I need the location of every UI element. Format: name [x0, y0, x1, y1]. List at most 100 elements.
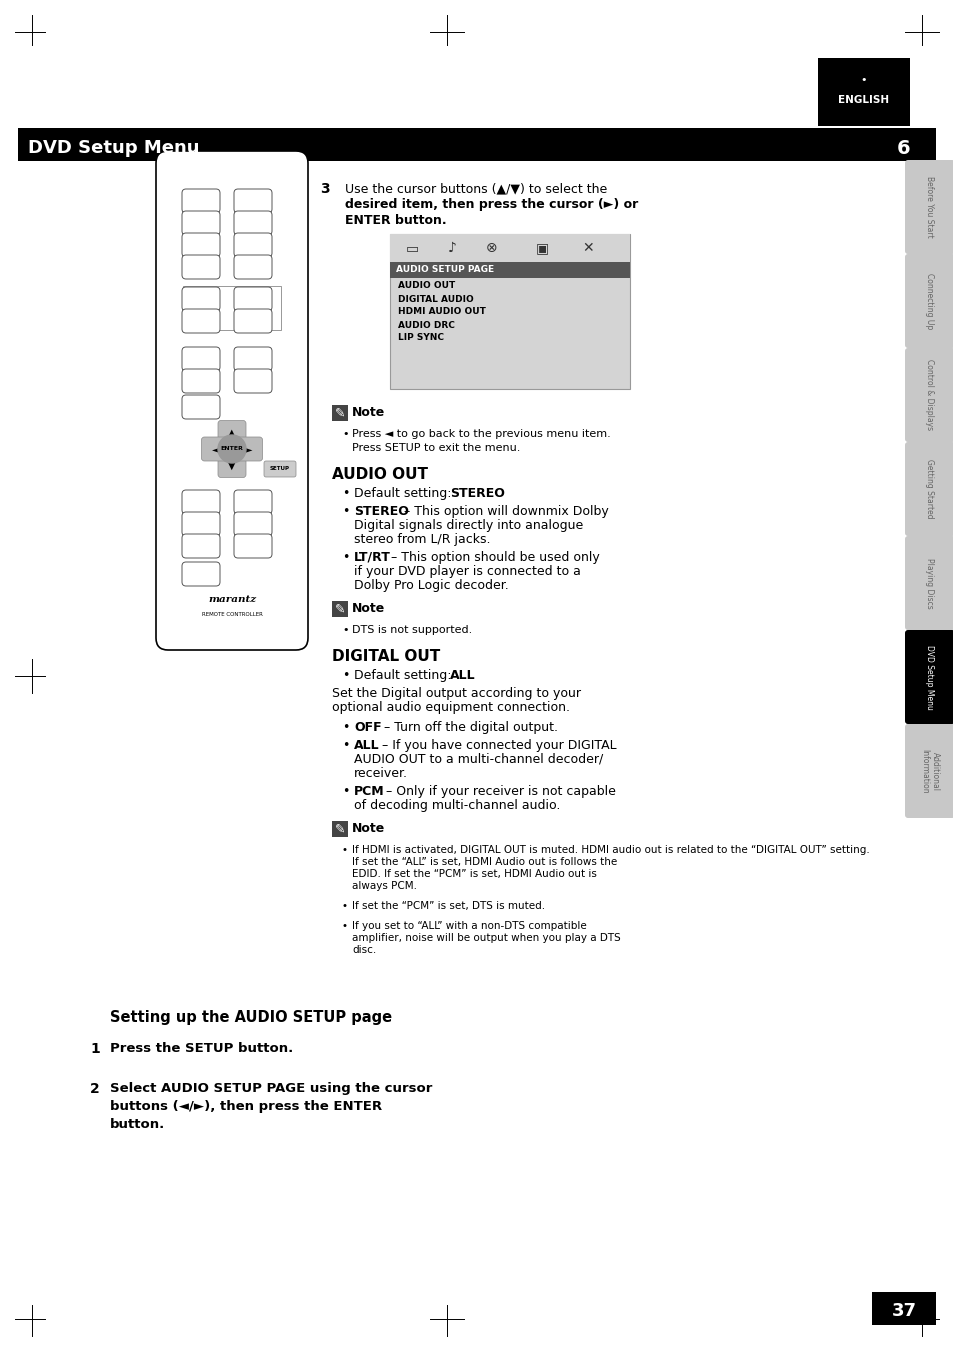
Text: Setting up the AUDIO SETUP page: Setting up the AUDIO SETUP page	[110, 1011, 392, 1025]
Text: – Only if your receiver is not capable: – Only if your receiver is not capable	[381, 785, 616, 798]
Text: Control & Displays: Control & Displays	[924, 359, 934, 431]
Text: 6: 6	[896, 139, 910, 158]
Text: •: •	[341, 505, 349, 517]
Text: 3: 3	[319, 182, 330, 196]
Text: AUDIO OUT: AUDIO OUT	[332, 467, 428, 482]
Text: ▼: ▼	[228, 461, 235, 470]
Text: always PCM.: always PCM.	[352, 881, 416, 892]
Text: Default setting:: Default setting:	[354, 669, 455, 682]
Text: Use the cursor buttons (▲/▼) to select the: Use the cursor buttons (▲/▼) to select t…	[345, 182, 607, 195]
Text: Before You Start: Before You Start	[924, 176, 934, 238]
FancyBboxPatch shape	[182, 369, 220, 393]
Text: AUDIO SETUP PAGE: AUDIO SETUP PAGE	[395, 266, 494, 274]
Bar	[390, 234, 629, 262]
Text: Additional
Information: Additional Information	[920, 748, 939, 793]
Text: receiver.: receiver.	[354, 767, 408, 780]
FancyBboxPatch shape	[201, 436, 230, 461]
Text: Note: Note	[352, 407, 385, 420]
Text: Default setting:: Default setting:	[354, 486, 455, 500]
Text: AUDIO OUT: AUDIO OUT	[397, 281, 455, 290]
FancyBboxPatch shape	[233, 534, 272, 558]
Text: optional audio equipment connection.: optional audio equipment connection.	[332, 701, 569, 713]
FancyBboxPatch shape	[182, 562, 220, 586]
FancyBboxPatch shape	[233, 347, 272, 372]
Text: Note: Note	[352, 823, 385, 835]
Bar	[390, 262, 629, 278]
Text: LIP SYNC: LIP SYNC	[397, 334, 443, 343]
Text: ♪: ♪	[447, 240, 456, 255]
FancyBboxPatch shape	[218, 420, 246, 444]
Text: DIGITAL OUT: DIGITAL OUT	[332, 648, 439, 663]
FancyBboxPatch shape	[233, 512, 272, 536]
Text: AUDIO OUT to a multi-channel decoder/: AUDIO OUT to a multi-channel decoder/	[354, 753, 602, 766]
Text: •: •	[341, 901, 348, 911]
FancyBboxPatch shape	[182, 490, 220, 513]
FancyBboxPatch shape	[182, 394, 220, 419]
Bar	[871, 1292, 935, 1325]
Bar	[332, 821, 348, 838]
Text: DTS is not supported.: DTS is not supported.	[352, 626, 472, 635]
FancyBboxPatch shape	[182, 189, 220, 213]
Text: If HDMI is activated, DIGITAL OUT is muted. HDMI audio out is related to the “DI: If HDMI is activated, DIGITAL OUT is mut…	[352, 844, 869, 855]
Bar	[871, 128, 935, 161]
Text: Set the Digital output according to your: Set the Digital output according to your	[332, 688, 580, 700]
FancyBboxPatch shape	[182, 255, 220, 280]
FancyBboxPatch shape	[182, 211, 220, 235]
Text: AUDIO DRC: AUDIO DRC	[397, 320, 455, 330]
Text: DVD Setup Menu: DVD Setup Menu	[28, 139, 199, 157]
Text: DIGITAL AUDIO: DIGITAL AUDIO	[397, 295, 474, 304]
FancyBboxPatch shape	[182, 232, 220, 257]
FancyBboxPatch shape	[182, 347, 220, 372]
FancyBboxPatch shape	[182, 512, 220, 536]
Text: if your DVD player is connected to a: if your DVD player is connected to a	[354, 565, 580, 578]
FancyBboxPatch shape	[904, 442, 953, 536]
FancyBboxPatch shape	[182, 534, 220, 558]
Text: buttons (◄/►), then press the ENTER: buttons (◄/►), then press the ENTER	[110, 1100, 382, 1113]
FancyBboxPatch shape	[233, 211, 272, 235]
Text: SETUP: SETUP	[270, 466, 290, 471]
Text: ✎: ✎	[335, 603, 345, 616]
FancyBboxPatch shape	[233, 369, 272, 393]
Text: Select AUDIO SETUP PAGE using the cursor: Select AUDIO SETUP PAGE using the cursor	[110, 1082, 432, 1096]
Text: STEREO: STEREO	[354, 505, 409, 517]
Text: ENTER button.: ENTER button.	[345, 213, 446, 227]
Text: ✎: ✎	[335, 823, 345, 835]
Text: Press SETUP to exit the menu.: Press SETUP to exit the menu.	[352, 443, 519, 453]
Text: •: •	[341, 551, 349, 563]
Text: •: •	[341, 626, 348, 635]
Text: ▣: ▣	[535, 240, 548, 255]
Text: PCM: PCM	[354, 785, 384, 798]
Text: Note: Note	[352, 603, 385, 616]
Text: amplifier, noise will be output when you play a DTS: amplifier, noise will be output when you…	[352, 934, 620, 943]
Text: OFF: OFF	[354, 721, 381, 734]
Text: – This option should be used only: – This option should be used only	[387, 551, 599, 563]
FancyBboxPatch shape	[904, 349, 953, 442]
Text: ▭: ▭	[405, 240, 418, 255]
Text: of decoding multi-channel audio.: of decoding multi-channel audio.	[354, 798, 559, 812]
Text: LT/RT: LT/RT	[354, 551, 391, 563]
Text: •: •	[341, 844, 348, 855]
FancyBboxPatch shape	[264, 461, 295, 477]
Text: – Turn off the digital output.: – Turn off the digital output.	[379, 721, 558, 734]
FancyBboxPatch shape	[904, 630, 953, 724]
Text: Playing Discs: Playing Discs	[924, 558, 934, 608]
Text: ENTER: ENTER	[220, 446, 243, 451]
Text: desired item, then press the cursor (►) or: desired item, then press the cursor (►) …	[345, 199, 638, 211]
Text: 1: 1	[90, 1042, 100, 1056]
Text: – If you have connected your DIGITAL: – If you have connected your DIGITAL	[377, 739, 616, 753]
Bar	[183, 286, 281, 330]
FancyBboxPatch shape	[904, 159, 953, 254]
Text: Press the SETUP button.: Press the SETUP button.	[110, 1042, 293, 1055]
Text: ►: ►	[245, 444, 252, 454]
Text: Connecting Up: Connecting Up	[924, 273, 934, 330]
Text: REMOTE CONTROLLER: REMOTE CONTROLLER	[201, 612, 262, 616]
FancyBboxPatch shape	[233, 490, 272, 513]
Text: stereo from L/R jacks.: stereo from L/R jacks.	[354, 534, 490, 546]
Text: ENGLISH: ENGLISH	[838, 95, 888, 105]
Bar	[332, 601, 348, 617]
FancyBboxPatch shape	[904, 724, 953, 817]
FancyBboxPatch shape	[182, 309, 220, 332]
Text: ✎: ✎	[335, 407, 345, 420]
Text: •: •	[341, 486, 349, 500]
Text: If set the “ALL” is set, HDMI Audio out is follows the: If set the “ALL” is set, HDMI Audio out …	[352, 857, 617, 867]
